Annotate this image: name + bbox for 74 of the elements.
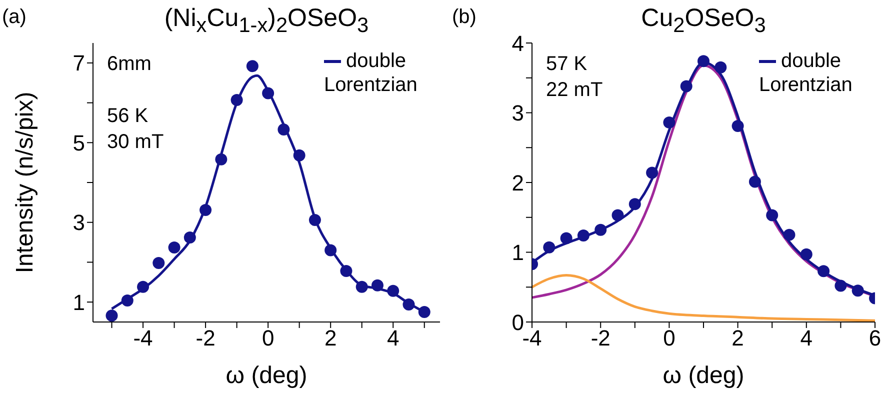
point — [340, 264, 352, 277]
point — [168, 241, 180, 254]
y-tick-label: 3 — [512, 100, 524, 126]
point — [543, 241, 556, 254]
x-tick-label: 4 — [386, 326, 400, 351]
point — [594, 224, 607, 236]
y-tick-label: 1 — [512, 240, 524, 266]
point — [577, 230, 590, 242]
point — [646, 166, 658, 179]
legend-label: double Lorentzian — [759, 49, 854, 97]
point — [818, 265, 830, 278]
point — [152, 257, 165, 270]
point — [698, 55, 710, 68]
point — [293, 149, 306, 162]
annotation: 30 mT — [107, 130, 164, 155]
y-tick-label: 2 — [512, 170, 524, 196]
y-tick-label: 1 — [72, 290, 85, 315]
point — [766, 209, 778, 222]
point — [852, 284, 864, 297]
point — [612, 209, 624, 222]
point — [783, 228, 796, 241]
point — [308, 214, 321, 226]
annotation: 56 K — [107, 104, 150, 129]
chart-title: Cu$_{2}$OSeO$_{3}$ — [640, 4, 767, 38]
point — [200, 204, 212, 216]
y-tick-label: 7 — [72, 50, 85, 76]
point — [106, 310, 118, 322]
point — [356, 280, 368, 293]
chart-title: (Ni$_{x}$Cu$_{1-x}$)$_{2}$OSeO$_{3}$ — [163, 4, 370, 38]
x-tick-label: -2 — [196, 326, 216, 351]
text: (a) — [2, 6, 26, 29]
x-tick-label: 6 — [868, 326, 882, 351]
x-tick-label: 0 — [262, 326, 274, 351]
point — [663, 116, 676, 129]
x-tick-label: 0 — [663, 326, 676, 351]
point — [714, 61, 727, 74]
x-tick-label: -4 — [133, 326, 153, 351]
point — [680, 80, 692, 92]
x-tick-label: 4 — [800, 326, 813, 351]
y-tick-label: 4 — [512, 30, 524, 56]
point — [402, 298, 415, 310]
x-tick-label: -2 — [590, 326, 610, 351]
point — [371, 279, 384, 292]
x-tick-label: -4 — [522, 326, 542, 351]
point — [387, 284, 400, 297]
annotation: 22 mT — [546, 78, 603, 103]
point — [628, 198, 641, 210]
point — [418, 306, 430, 318]
point — [324, 244, 337, 256]
point — [748, 176, 761, 188]
point — [137, 280, 150, 293]
point — [278, 123, 290, 136]
point — [834, 280, 847, 292]
x-axis-title: ω (deg) — [226, 362, 308, 389]
point — [121, 294, 134, 306]
x-tick-label: 2 — [732, 326, 744, 351]
x-axis-title: ω (deg) — [662, 362, 744, 389]
point — [230, 94, 243, 106]
x-tick-label: 2 — [324, 326, 337, 351]
point — [246, 60, 258, 72]
text: (b) — [452, 6, 476, 29]
y-axis-title: Intensity (n/s/pix) — [12, 92, 39, 274]
point — [184, 232, 196, 244]
legend-label: double Lorentzian — [324, 49, 418, 97]
annotation: 57 K — [546, 52, 588, 77]
y-tick-label: 3 — [72, 210, 85, 236]
y-tick-label: 0 — [512, 310, 524, 335]
annotation: 6mm — [107, 52, 152, 77]
y-tick-label: 5 — [72, 130, 85, 156]
point — [560, 232, 572, 244]
point — [732, 120, 744, 132]
point — [800, 248, 812, 260]
point — [262, 87, 274, 100]
point — [215, 153, 228, 166]
